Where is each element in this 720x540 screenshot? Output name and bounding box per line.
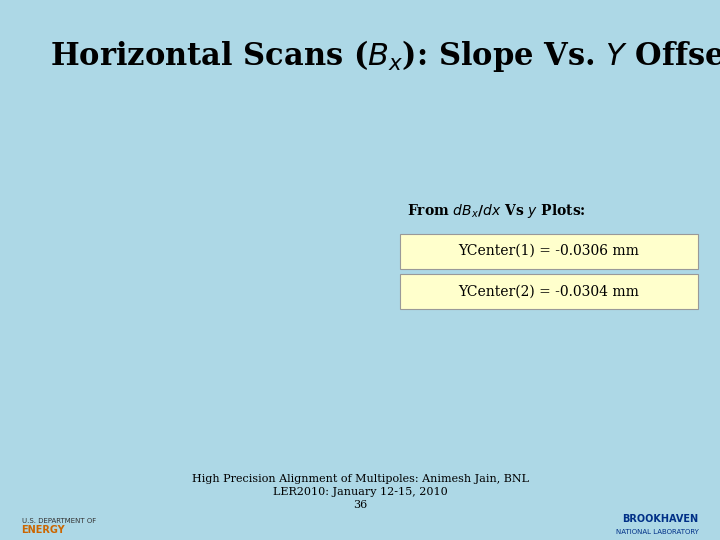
- Text: YCenter(2) = -0.0304 mm: YCenter(2) = -0.0304 mm: [459, 285, 639, 299]
- Text: High Precision Alignment of Multipoles: Animesh Jain, BNL
LER2010: January 12-15: High Precision Alignment of Multipoles: …: [192, 474, 528, 510]
- FancyBboxPatch shape: [400, 233, 698, 268]
- Text: Horizontal Scans ($\mathbf{\mathit{B}_{\mathit{x}}}$): Slope Vs. $\mathit{Y}$ Of: Horizontal Scans ($\mathbf{\mathit{B}_{\…: [50, 38, 720, 74]
- FancyBboxPatch shape: [400, 274, 698, 309]
- Text: NATIONAL LABORATORY: NATIONAL LABORATORY: [616, 529, 698, 535]
- Text: ENERGY: ENERGY: [22, 524, 66, 535]
- Text: U.S. DEPARTMENT OF: U.S. DEPARTMENT OF: [22, 518, 96, 524]
- Text: YCenter(1) = -0.0306 mm: YCenter(1) = -0.0306 mm: [459, 244, 639, 258]
- Text: From $\mathbf{\mathit{dB}_{\mathit{x}}/\mathit{dx}}$ Vs $\mathit{y}$ Plots:: From $\mathbf{\mathit{dB}_{\mathit{x}}/\…: [407, 202, 585, 220]
- Text: BROOKHAVEN: BROOKHAVEN: [622, 514, 698, 524]
